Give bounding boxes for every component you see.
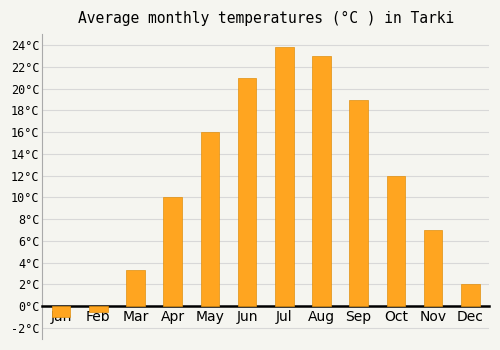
Bar	[164, 197, 182, 306]
Bar	[89, 306, 108, 312]
Bar	[126, 270, 144, 306]
Bar	[350, 99, 368, 306]
Bar	[312, 56, 331, 306]
Bar	[275, 47, 293, 306]
Title: Average monthly temperatures (°C ) in Tarki: Average monthly temperatures (°C ) in Ta…	[78, 11, 454, 26]
Bar	[238, 78, 256, 306]
Bar	[200, 132, 219, 306]
Bar	[52, 306, 70, 317]
Bar	[424, 230, 442, 306]
Bar	[386, 176, 405, 306]
Bar	[461, 285, 479, 306]
